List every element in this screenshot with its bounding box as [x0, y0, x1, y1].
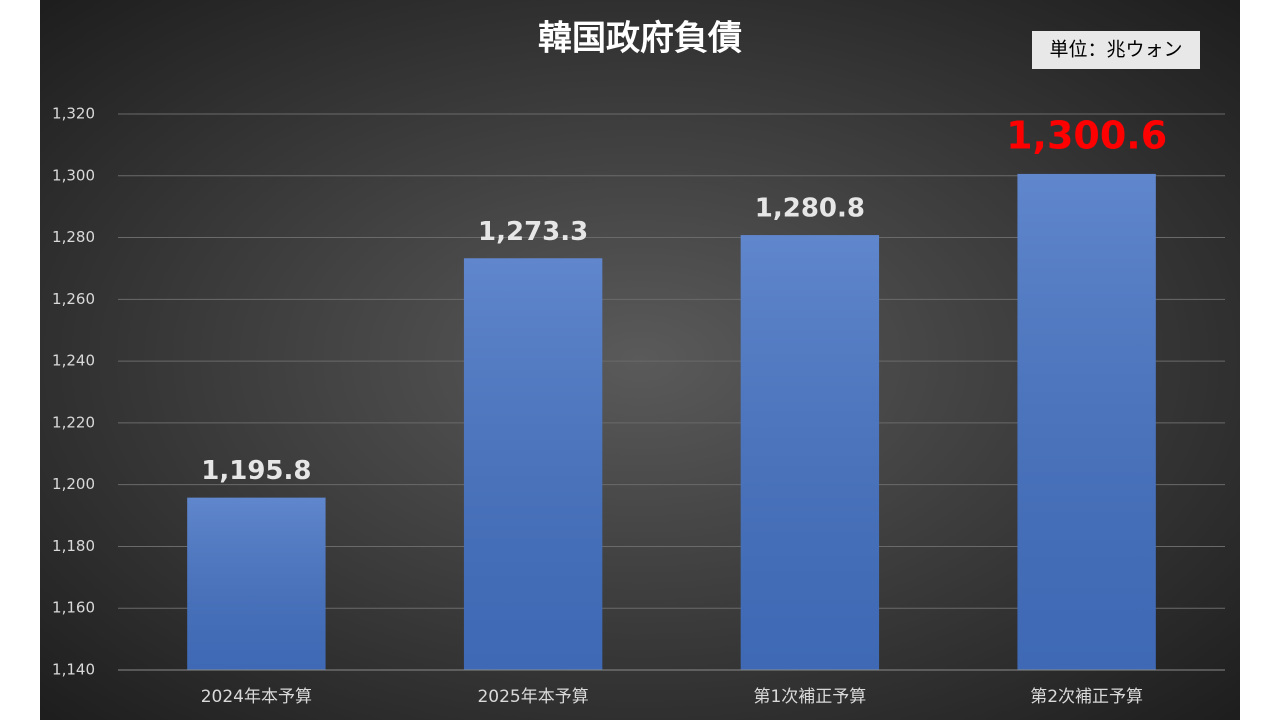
x-tick-label: 第1次補正予算 — [753, 687, 866, 707]
value-label: 1,273.3 — [478, 217, 588, 247]
bar-shade — [187, 497, 326, 670]
y-tick-label: 1,280 — [52, 228, 95, 246]
y-tick-label: 1,240 — [52, 352, 95, 370]
unit-note: 単位：兆ウォン — [1049, 39, 1182, 61]
y-tick-label: 1,200 — [52, 475, 95, 493]
y-tick-label: 1,320 — [52, 105, 95, 123]
value-label: 1,280.8 — [755, 194, 865, 224]
value-label: 1,300.6 — [1006, 113, 1167, 157]
x-tick-label: 第2次補正予算 — [1030, 687, 1143, 707]
x-tick-label: 2025年本予算 — [477, 687, 588, 707]
y-tick-label: 1,220 — [52, 413, 95, 431]
bar-shade — [463, 258, 603, 670]
y-tick-label: 1,160 — [52, 599, 95, 617]
bar-shade — [1017, 173, 1156, 670]
value-label: 1,195.8 — [201, 456, 311, 486]
bar-shade — [740, 235, 880, 670]
x-tick-label: 2024年本予算 — [201, 687, 312, 707]
chart-title: 韓国政府負債 — [538, 19, 742, 59]
y-tick-label: 1,180 — [52, 537, 95, 555]
unit-box — [1032, 31, 1200, 69]
y-tick-label: 1,300 — [52, 166, 95, 184]
y-tick-label: 1,260 — [52, 290, 95, 308]
y-tick-label: 1,140 — [52, 661, 95, 679]
